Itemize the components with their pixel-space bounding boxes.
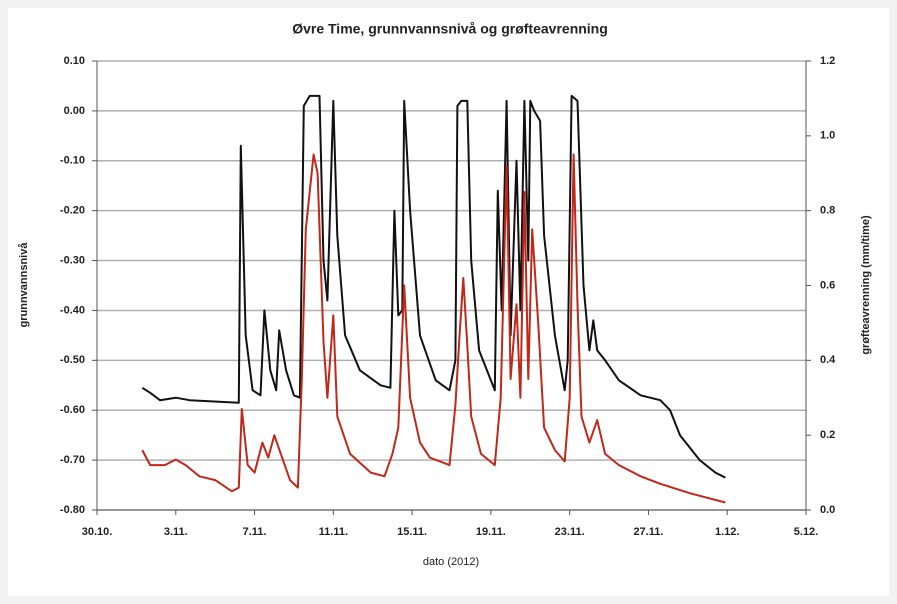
x-tick-label: 27.11. [633, 526, 663, 538]
x-tick-label: 3.11. [164, 526, 188, 538]
y-tick-label: -0.70 [60, 454, 85, 466]
y-tick-label: -0.80 [60, 504, 85, 516]
data-line [141, 153, 726, 504]
y2-tick-label: 1.0 [820, 130, 835, 142]
y-tick-label: -0.30 [60, 254, 85, 266]
y2-tick-label: 0.8 [820, 205, 835, 217]
y2-tick-label: 0.0 [820, 504, 835, 516]
x-tick-label: 5.12. [794, 526, 818, 538]
x-tick-label: 19.11. [476, 526, 506, 538]
x-tick-label: 15.11. [397, 526, 427, 538]
chart-title: Øvre Time, grunnvannsnivå og grøfteavren… [292, 21, 608, 37]
x-axis-label: dato (2012) [423, 556, 479, 568]
y-tick-label: -0.40 [60, 304, 85, 316]
x-tick-label: 23.11. [555, 526, 585, 538]
y-tick-label: 0.10 [64, 55, 85, 67]
x-tick-label: 11.11. [319, 526, 348, 538]
y2-tick-label: 0.2 [820, 429, 835, 441]
y-tick-label: -0.20 [60, 205, 85, 217]
y2-tick-label: 0.6 [820, 279, 835, 291]
x-tick-label: 1.12. [715, 526, 739, 538]
data-line [141, 94, 726, 479]
chart-background [8, 8, 889, 596]
y-axis-label: grunnvannsnivå [18, 242, 30, 328]
y-tick-label: -0.10 [60, 155, 85, 167]
y2-tick-label: 0.4 [820, 354, 836, 366]
x-tick-label: 7.11. [243, 526, 267, 538]
y-tick-label: 0.00 [64, 105, 85, 117]
y2-axis-label: grøfteavrenning (mm/time) [860, 215, 872, 355]
y2-tick-label: 1.2 [820, 55, 835, 67]
x-tick-label: 30.10. [82, 526, 113, 538]
y-tick-label: -0.60 [60, 404, 85, 416]
y-tick-label: -0.50 [60, 354, 85, 366]
